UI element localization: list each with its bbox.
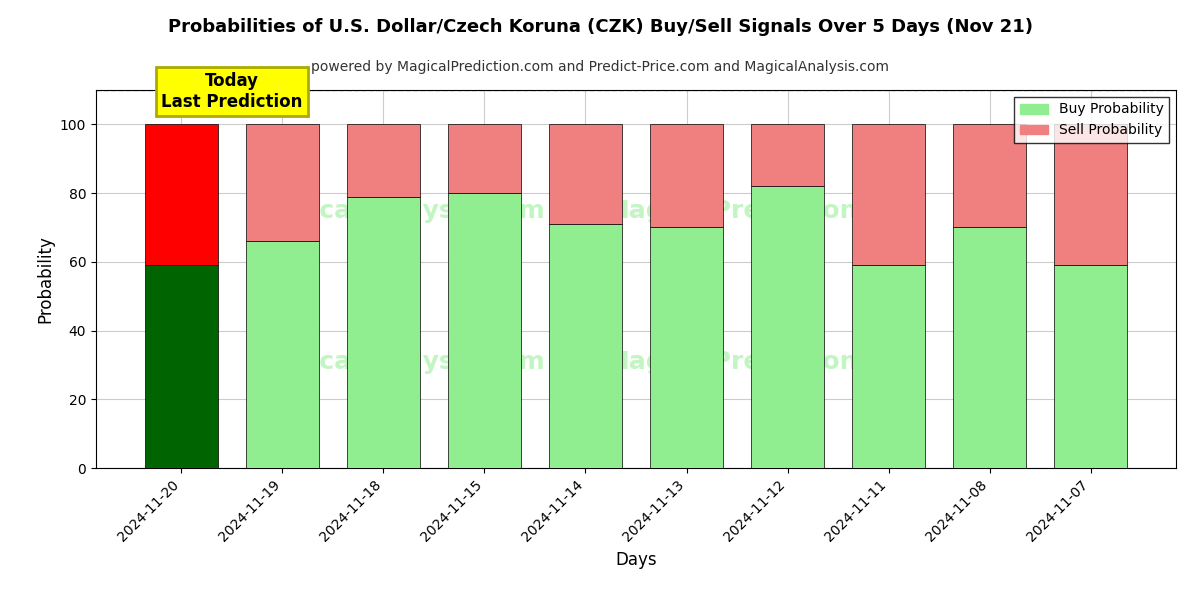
Bar [953, 124, 1026, 227]
Bar [550, 124, 622, 224]
Bar [751, 186, 824, 468]
Text: powered by MagicalPrediction.com and Predict-Price.com and MagicalAnalysis.com: powered by MagicalPrediction.com and Pre… [311, 60, 889, 74]
Bar [550, 224, 622, 468]
X-axis label: Days: Days [616, 551, 656, 569]
Bar [751, 124, 824, 186]
Bar [246, 241, 319, 468]
Text: MagicalPrediction.com: MagicalPrediction.com [605, 199, 926, 223]
Y-axis label: Probability: Probability [36, 235, 54, 323]
Bar [448, 193, 521, 468]
Bar [852, 124, 925, 265]
Legend: Buy Probability, Sell Probability: Buy Probability, Sell Probability [1014, 97, 1169, 143]
Text: Today
Last Prediction: Today Last Prediction [161, 72, 302, 110]
Bar [448, 124, 521, 193]
Bar [953, 227, 1026, 468]
Text: MagicalAnalysis.com: MagicalAnalysis.com [252, 199, 545, 223]
Text: Probabilities of U.S. Dollar/Czech Koruna (CZK) Buy/Sell Signals Over 5 Days (No: Probabilities of U.S. Dollar/Czech Korun… [168, 18, 1032, 36]
Bar [1054, 265, 1127, 468]
Bar [650, 124, 722, 227]
Bar [852, 265, 925, 468]
Bar [145, 124, 218, 265]
Bar [650, 227, 722, 468]
Text: MagicalPrediction.com: MagicalPrediction.com [605, 350, 926, 374]
Bar [347, 197, 420, 468]
Bar [246, 124, 319, 241]
Bar [1054, 124, 1127, 265]
Bar [145, 265, 218, 468]
Text: MagicalAnalysis.com: MagicalAnalysis.com [252, 350, 545, 374]
Bar [347, 124, 420, 197]
